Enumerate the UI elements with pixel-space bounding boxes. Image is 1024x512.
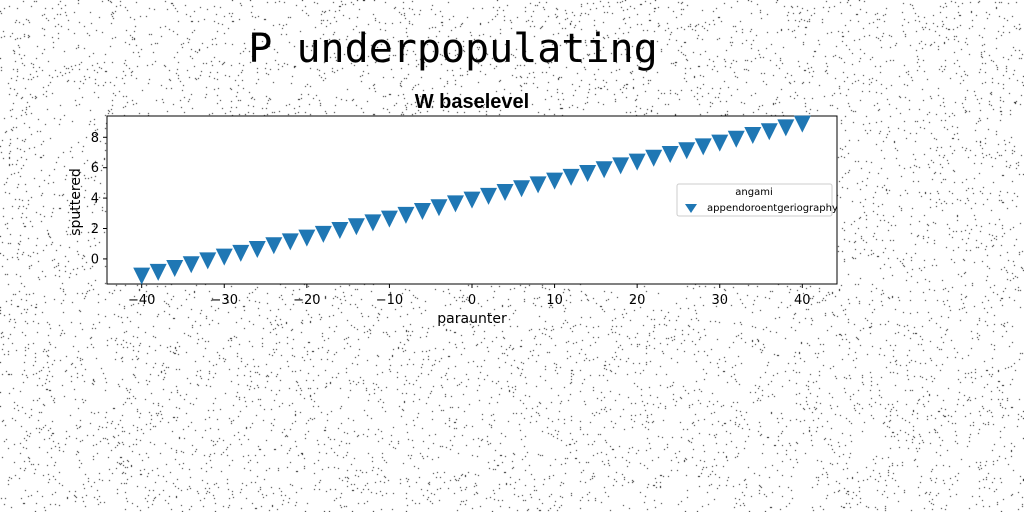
data-point	[331, 222, 349, 240]
x-tick-label: −10	[376, 293, 403, 308]
y-axis-label: sputtered	[68, 168, 84, 236]
x-tick-label: −20	[293, 293, 320, 308]
data-point	[628, 153, 646, 171]
data-point	[232, 244, 250, 262]
x-tick-label: 10	[546, 293, 563, 308]
legend-marker-triangle-icon	[685, 204, 697, 213]
y-axis: 0 2 4 6 8	[91, 131, 107, 267]
data-point	[265, 237, 283, 255]
data-point	[182, 256, 200, 274]
x-tick-label: −40	[128, 293, 155, 308]
data-point	[397, 206, 415, 224]
data-point	[513, 180, 531, 198]
data-point	[281, 233, 299, 251]
legend-entry-label: appendoroentgeriography	[707, 203, 838, 214]
data-point	[430, 199, 448, 217]
y-tick-label: 6	[91, 161, 99, 176]
x-tick-label: 40	[794, 293, 811, 308]
data-point	[694, 138, 712, 156]
data-point	[149, 263, 167, 281]
y-tick-label: 2	[91, 222, 99, 237]
x-tick-label: −30	[211, 293, 238, 308]
data-point	[215, 248, 233, 266]
legend: angami appendoroentgeriography	[676, 183, 838, 217]
y-tick-label: 0	[91, 252, 99, 267]
figure-suptitle: P underpopulating	[248, 26, 657, 72]
data-point	[760, 123, 778, 141]
data-point	[364, 214, 382, 232]
data-point	[248, 241, 266, 259]
y-tick-label: 8	[91, 131, 99, 146]
data-point	[793, 115, 811, 133]
legend-title: angami	[735, 187, 772, 198]
data-point	[314, 225, 332, 243]
x-tick-label: 30	[711, 293, 728, 308]
data-point	[529, 176, 547, 194]
data-point	[595, 161, 613, 179]
x-axis: −40 −30 −20 −10 0 10 20 30 40	[128, 284, 811, 308]
data-point	[744, 127, 762, 145]
data-point	[133, 267, 151, 285]
data-point	[413, 203, 431, 221]
data-point	[661, 146, 679, 164]
data-point	[199, 252, 217, 270]
data-point	[645, 149, 663, 167]
data-point	[546, 172, 564, 190]
data-point	[579, 165, 597, 183]
data-point	[562, 168, 580, 186]
data-point	[166, 260, 184, 278]
data-point	[347, 218, 365, 236]
data-point	[496, 184, 514, 202]
y-tick-label: 4	[91, 192, 99, 207]
data-point	[463, 191, 481, 209]
data-point	[612, 157, 630, 175]
data-point	[446, 195, 464, 213]
data-point	[678, 142, 696, 160]
x-tick-label: 0	[468, 293, 476, 308]
x-tick-label: 20	[629, 293, 646, 308]
data-point	[298, 229, 316, 247]
data-point	[380, 210, 398, 228]
chart-title: W baselevel	[415, 91, 530, 113]
data-point	[777, 119, 795, 137]
data-point	[711, 134, 729, 152]
data-point	[727, 130, 745, 148]
legend-box	[676, 183, 833, 217]
data-point	[480, 187, 498, 205]
x-axis-label: paraunter	[437, 311, 507, 327]
data-points	[133, 115, 811, 285]
